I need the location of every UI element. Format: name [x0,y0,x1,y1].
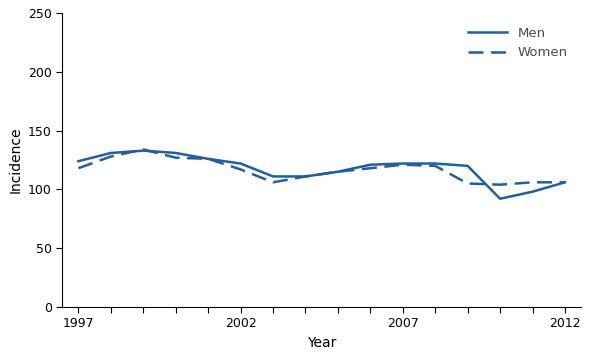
Women [335,170,342,174]
Men [496,197,504,201]
Men [139,149,147,153]
Men [431,161,439,166]
Legend: Men, Women: Men, Women [461,20,574,66]
Men [335,170,342,174]
Men [269,174,277,179]
Women [529,180,536,184]
Women [237,167,244,171]
Men [172,151,179,155]
Men [367,163,374,167]
Women [75,166,82,170]
Men [302,174,309,179]
Line: Men: Men [79,151,565,199]
Men [237,161,244,166]
Men [108,151,115,155]
Men [561,180,569,184]
Men [399,161,406,166]
Women [204,157,212,161]
X-axis label: Year: Year [307,336,336,350]
Line: Women: Women [79,149,565,185]
Women [496,183,504,187]
Men [204,157,212,161]
Women [464,182,471,186]
Men [464,164,471,168]
Men [529,189,536,194]
Women [139,147,147,151]
Women [269,180,277,184]
Women [108,154,115,159]
Men [75,159,82,163]
Women [399,163,406,167]
Women [367,166,374,170]
Y-axis label: Incidence: Incidence [8,127,22,193]
Women [431,164,439,168]
Women [561,180,569,184]
Women [302,174,309,179]
Women [172,155,179,160]
